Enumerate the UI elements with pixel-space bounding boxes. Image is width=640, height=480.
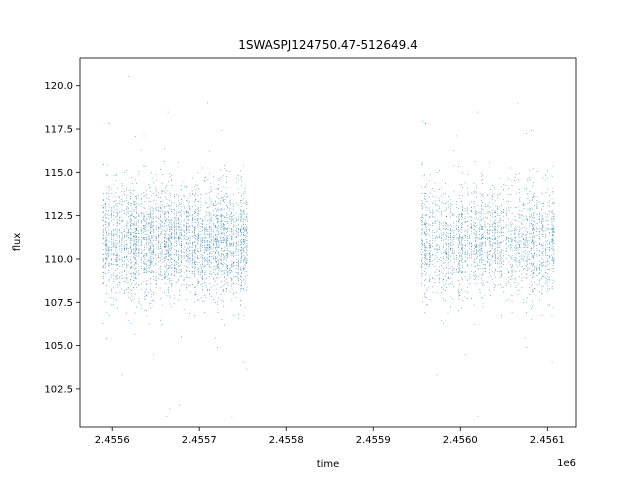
y-tick-label: 112.5 — [44, 211, 73, 222]
x-axis-label: time — [317, 459, 340, 470]
y-tick-label: 105.0 — [44, 341, 73, 352]
y-tick-label: 107.5 — [44, 298, 73, 309]
y-tick-label: 110.0 — [44, 254, 73, 265]
chart-title: 1SWASPJ124750.47-512649.4 — [238, 38, 418, 52]
scatter-points — [102, 76, 555, 418]
plot-frame — [79, 57, 577, 428]
y-tick-label: 120.0 — [44, 81, 73, 92]
y-axis: 102.5 105.0 107.5 110.0 112.5 115.0 117.5 120.0 — [44, 81, 80, 395]
y-tick-label: 115.0 — [44, 168, 73, 179]
y-tick-label: 117.5 — [44, 125, 73, 136]
x-tick-label: 2.4557 — [182, 435, 217, 446]
x-tick-label: 2.4556 — [95, 435, 130, 446]
y-axis-label: flux — [12, 233, 23, 252]
x-tick-label: 2.4558 — [269, 435, 304, 446]
x-axis-offset-label: 1e6 — [557, 458, 576, 469]
x-tick-label: 2.4561 — [530, 435, 565, 446]
x-tick-label: 2.4559 — [356, 435, 391, 446]
data-points — [102, 76, 555, 418]
x-tick-label: 2.4560 — [443, 435, 478, 446]
x-axis: 2.4556 2.4557 2.4558 2.4559 2.4560 2.4561 — [95, 427, 565, 446]
y-tick-label: 102.5 — [44, 384, 73, 395]
